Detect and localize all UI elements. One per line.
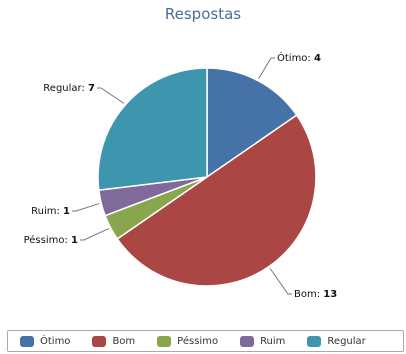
legend-swatch [307, 336, 321, 347]
data-label-péssimo: Péssimo: 1 [24, 234, 78, 246]
legend-item-ruim[interactable]: Ruim [240, 336, 285, 347]
legend-label: Ruim [260, 336, 285, 347]
data-label-connector [72, 204, 99, 211]
data-label-regular: Regular: 7 [43, 83, 95, 94]
data-label-ótimo: Ótimo: 4 [277, 51, 321, 64]
legend-swatch [157, 336, 171, 347]
pie-slice-regular[interactable] [98, 68, 207, 190]
legend-swatch [20, 336, 34, 347]
legend-item-ótimo[interactable]: Ótimo [20, 336, 70, 347]
legend-label: Ótimo [40, 336, 70, 347]
legend-item-péssimo[interactable]: Péssimo [157, 336, 218, 347]
legend: Ótimo Bom Péssimo Ruim Regular [7, 330, 404, 352]
legend-item-bom[interactable]: Bom [92, 336, 135, 347]
pie-chart: Ótimo: 4 Bom: 13 Péssimo: 1 Ruim: 1 Regular:… [0, 0, 406, 330]
legend-label: Regular [327, 336, 365, 347]
legend-swatch [92, 336, 106, 347]
legend-item-regular[interactable]: Regular [307, 336, 365, 347]
legend-label: Péssimo [177, 336, 218, 347]
data-label-ruim: Ruim: 1 [31, 206, 70, 217]
data-label-bom: Bom: 13 [294, 289, 337, 300]
data-label-connector [80, 229, 109, 240]
data-label-connector [97, 88, 124, 103]
data-label-connector [270, 268, 292, 294]
legend-label: Bom [112, 336, 135, 347]
data-label-connector [259, 58, 275, 79]
legend-swatch [240, 336, 254, 347]
